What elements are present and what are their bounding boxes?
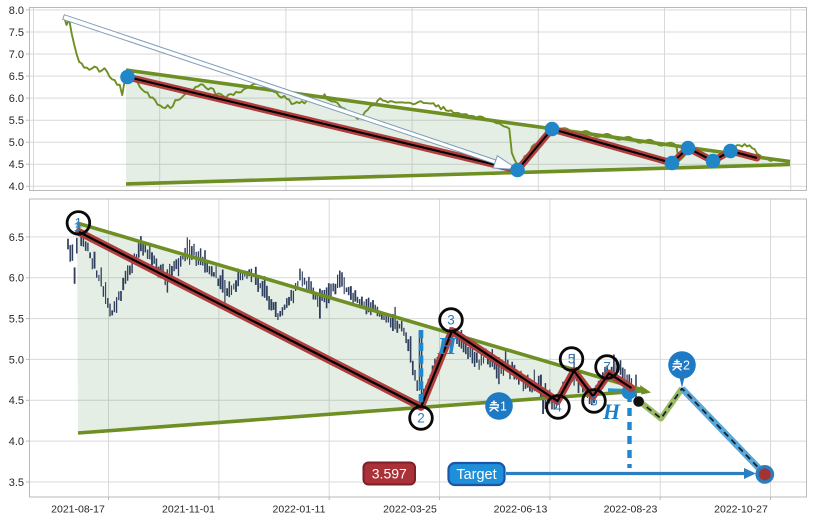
svg-text:6.5: 6.5 bbox=[9, 232, 24, 244]
svg-text:1: 1 bbox=[500, 400, 507, 414]
svg-text:6.5: 6.5 bbox=[9, 71, 24, 83]
svg-text:6: 6 bbox=[590, 394, 598, 409]
svg-text:5.0: 5.0 bbox=[9, 354, 24, 366]
svg-text:6.0: 6.0 bbox=[9, 273, 24, 285]
svg-text:2021-11-01: 2021-11-01 bbox=[162, 504, 215, 516]
svg-text:H: H bbox=[437, 333, 458, 360]
svg-text:2022-01-11: 2022-01-11 bbox=[273, 504, 326, 516]
svg-text:3: 3 bbox=[447, 313, 455, 328]
svg-text:3.5: 3.5 bbox=[9, 477, 24, 489]
svg-text:6.0: 6.0 bbox=[9, 93, 24, 105]
svg-text:2: 2 bbox=[417, 411, 425, 426]
svg-text:H: H bbox=[602, 399, 621, 424]
svg-text:1: 1 bbox=[75, 216, 83, 231]
svg-text:5.5: 5.5 bbox=[9, 314, 24, 326]
svg-text:2: 2 bbox=[683, 359, 690, 373]
svg-text:4: 4 bbox=[554, 400, 562, 415]
svg-text:2022-06-13: 2022-06-13 bbox=[494, 504, 548, 516]
svg-text:7.5: 7.5 bbox=[9, 27, 24, 39]
svg-text:7.0: 7.0 bbox=[9, 49, 24, 61]
svg-text:5: 5 bbox=[568, 352, 576, 367]
svg-text:5.0: 5.0 bbox=[9, 137, 24, 149]
svg-text:1: 1 bbox=[74, 220, 81, 234]
svg-text:4.0: 4.0 bbox=[9, 181, 24, 193]
svg-text:8.0: 8.0 bbox=[9, 5, 24, 17]
svg-text:2022-03-25: 2022-03-25 bbox=[383, 504, 437, 516]
svg-text:Target: Target bbox=[456, 467, 496, 483]
svg-text:4.0: 4.0 bbox=[9, 436, 24, 448]
svg-text:3.597: 3.597 bbox=[372, 466, 407, 482]
svg-text:4.5: 4.5 bbox=[9, 395, 24, 407]
svg-text:4.5: 4.5 bbox=[9, 159, 24, 171]
svg-text:5.5: 5.5 bbox=[9, 115, 24, 127]
svg-text:7: 7 bbox=[603, 360, 611, 375]
svg-text:2022-10-27: 2022-10-27 bbox=[714, 504, 768, 516]
svg-text:2022-08-23: 2022-08-23 bbox=[604, 504, 658, 516]
svg-text:2021-08-17: 2021-08-17 bbox=[51, 504, 105, 516]
